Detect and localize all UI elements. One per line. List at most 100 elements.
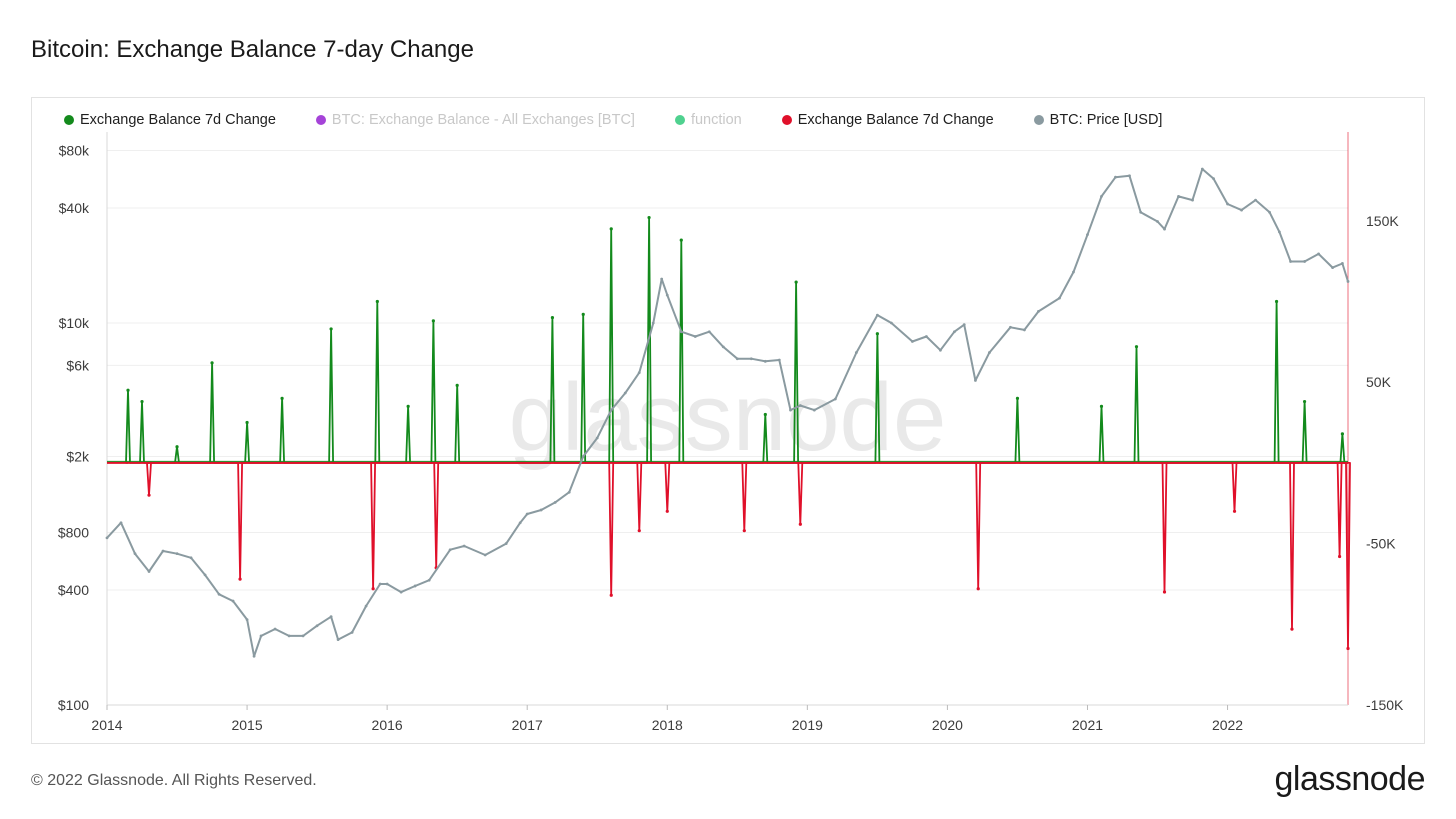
data-point-btc-price[interactable]	[833, 397, 837, 401]
data-point-btc-price[interactable]	[812, 408, 816, 412]
data-point-positive[interactable]	[126, 388, 130, 392]
data-point-btc-price[interactable]	[1139, 210, 1143, 214]
data-point-positive[interactable]	[245, 420, 249, 425]
data-point-negative[interactable]	[1337, 554, 1342, 559]
data-point-btc-price[interactable]	[789, 408, 792, 412]
data-point-positive[interactable]	[329, 327, 333, 331]
data-point-btc-price[interactable]	[651, 321, 655, 325]
data-point-negative[interactable]	[637, 529, 641, 533]
data-point-btc-price[interactable]	[693, 335, 697, 338]
data-point-positive[interactable]	[763, 412, 767, 417]
data-point-btc-price[interactable]	[133, 552, 137, 556]
data-point-btc-price[interactable]	[875, 313, 879, 317]
series-line-negative-change[interactable]	[146, 462, 1351, 650]
data-point-positive[interactable]	[210, 361, 214, 365]
data-point-btc-price[interactable]	[749, 357, 753, 361]
data-point-btc-price[interactable]	[1086, 233, 1089, 237]
data-point-positive[interactable]	[794, 280, 798, 284]
data-point-positive[interactable]	[609, 227, 613, 231]
data-point-positive[interactable]	[140, 399, 144, 404]
data-point-btc-price[interactable]	[567, 490, 571, 494]
data-point-btc-price[interactable]	[924, 335, 928, 338]
data-point-btc-price[interactable]	[1254, 198, 1257, 202]
data-point-btc-price[interactable]	[217, 592, 221, 596]
data-point-positive[interactable]	[581, 312, 585, 316]
data-point-btc-price[interactable]	[413, 584, 417, 588]
data-point-negative[interactable]	[1232, 509, 1237, 513]
data-point-negative[interactable]	[798, 522, 802, 526]
data-point-btc-price[interactable]	[1240, 208, 1243, 212]
legend-item-exchange-balance-all[interactable]: BTC: Exchange Balance - All Exchanges [B…	[315, 111, 635, 129]
data-point-btc-price[interactable]	[364, 604, 368, 608]
data-point-btc-price[interactable]	[1009, 325, 1012, 329]
series-line-btc-price[interactable]	[106, 168, 1349, 658]
data-point-btc-price[interactable]	[637, 371, 641, 374]
data-point-negative[interactable]	[665, 509, 669, 513]
data-point-btc-price[interactable]	[763, 359, 767, 363]
data-point-btc-price[interactable]	[721, 345, 725, 349]
data-point-btc-price[interactable]	[504, 542, 508, 545]
data-point-negative[interactable]	[609, 593, 613, 597]
data-point-btc-price[interactable]	[203, 573, 207, 577]
data-point-btc-price[interactable]	[1128, 174, 1131, 178]
data-point-btc-price[interactable]	[448, 548, 452, 552]
data-point-btc-price[interactable]	[329, 615, 333, 619]
data-point-btc-price[interactable]	[518, 521, 522, 525]
data-point-btc-price[interactable]	[595, 436, 599, 440]
data-point-btc-price[interactable]	[962, 323, 966, 327]
data-point-btc-price[interactable]	[1023, 328, 1026, 332]
data-point-positive[interactable]	[375, 299, 379, 304]
data-point-btc-price[interactable]	[483, 553, 487, 557]
data-point-btc-price[interactable]	[1289, 260, 1292, 263]
data-point-btc-price[interactable]	[798, 404, 802, 407]
data-point-positive[interactable]	[1099, 404, 1104, 408]
data-point-positive[interactable]	[431, 319, 435, 323]
data-point-btc-price[interactable]	[539, 508, 543, 512]
data-point-btc-price[interactable]	[105, 536, 109, 540]
data-point-btc-price[interactable]	[1100, 195, 1103, 198]
data-point-btc-price[interactable]	[777, 358, 781, 362]
data-point-btc-price[interactable]	[287, 634, 291, 638]
data-point-positive[interactable]	[175, 445, 179, 449]
data-point-btc-price[interactable]	[1331, 266, 1334, 270]
data-point-btc-price[interactable]	[889, 321, 893, 325]
data-point-btc-price[interactable]	[189, 556, 193, 560]
data-point-btc-price[interactable]	[735, 357, 739, 361]
data-point-negative[interactable]	[147, 493, 151, 497]
data-point-btc-price[interactable]	[1200, 167, 1204, 171]
data-point-btc-price[interactable]	[252, 654, 256, 658]
data-point-btc-price[interactable]	[1303, 260, 1306, 263]
data-point-positive[interactable]	[550, 316, 555, 320]
data-point-btc-price[interactable]	[988, 351, 991, 354]
data-point-positive[interactable]	[1134, 345, 1139, 349]
data-point-btc-price[interactable]	[273, 627, 277, 631]
data-point-positive[interactable]	[455, 383, 459, 388]
data-point-btc-price[interactable]	[350, 630, 354, 634]
data-point-btc-price[interactable]	[259, 634, 263, 638]
data-point-btc-price[interactable]	[1163, 227, 1166, 231]
data-point-btc-price[interactable]	[231, 599, 235, 603]
data-point-btc-price[interactable]	[660, 277, 664, 281]
data-point-btc-price[interactable]	[1212, 177, 1215, 181]
data-point-positive[interactable]	[1274, 299, 1279, 304]
data-point-negative[interactable]	[976, 587, 980, 591]
legend-item-exchange-balance-negative[interactable]: Exchange Balance 7d Change	[781, 111, 994, 129]
data-point-positive[interactable]	[1015, 396, 1020, 400]
data-point-btc-price[interactable]	[1317, 252, 1320, 256]
data-point-btc-price[interactable]	[462, 544, 466, 548]
data-point-btc-price[interactable]	[1191, 198, 1194, 202]
data-point-positive[interactable]	[406, 404, 410, 408]
data-point-negative[interactable]	[238, 577, 242, 581]
data-point-btc-price[interactable]	[910, 340, 914, 343]
data-point-positive[interactable]	[875, 332, 879, 336]
data-point-btc-price[interactable]	[854, 351, 858, 354]
data-point-btc-price[interactable]	[1177, 195, 1180, 198]
data-point-btc-price[interactable]	[707, 330, 711, 334]
data-point-negative[interactable]	[1290, 627, 1294, 631]
data-point-btc-price[interactable]	[1156, 220, 1159, 223]
data-point-btc-price[interactable]	[1226, 202, 1229, 206]
data-point-positive[interactable]	[647, 215, 651, 220]
data-point-btc-price[interactable]	[1340, 262, 1344, 265]
data-point-btc-price[interactable]	[1072, 270, 1075, 274]
data-point-positive[interactable]	[280, 396, 284, 400]
